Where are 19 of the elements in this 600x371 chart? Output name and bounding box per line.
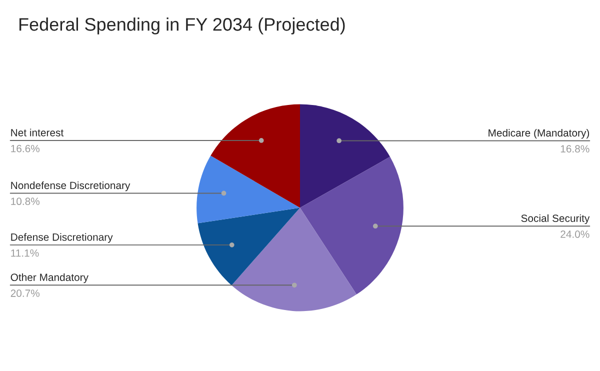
slice-label: Medicare (Mandatory) bbox=[488, 128, 590, 139]
slice-label: Nondefense Discretionary bbox=[11, 181, 130, 192]
chart-title: Federal Spending in FY 2034 (Projected) bbox=[19, 18, 345, 34]
pie-slice bbox=[210, 104, 300, 208]
slice-label: Social Security bbox=[521, 214, 590, 224]
slice-label: Other Mandatory bbox=[10, 273, 88, 284]
pie-slice bbox=[300, 104, 390, 208]
pie-slice bbox=[300, 156, 404, 294]
pie-slice bbox=[232, 208, 357, 312]
data-label: 11.1% bbox=[11, 249, 39, 257]
data-label: 10.8% bbox=[11, 198, 40, 206]
data-label: 24.0% bbox=[560, 230, 590, 238]
data-label: 20.7% bbox=[10, 290, 40, 297]
slice-label: Defense Discretionary bbox=[11, 233, 113, 243]
pie-slice bbox=[196, 156, 300, 224]
data-label: 16.6% bbox=[11, 144, 40, 152]
slice-label: Net interest bbox=[11, 128, 64, 136]
pie-slice bbox=[198, 208, 300, 286]
data-label: 16.8% bbox=[560, 145, 590, 153]
